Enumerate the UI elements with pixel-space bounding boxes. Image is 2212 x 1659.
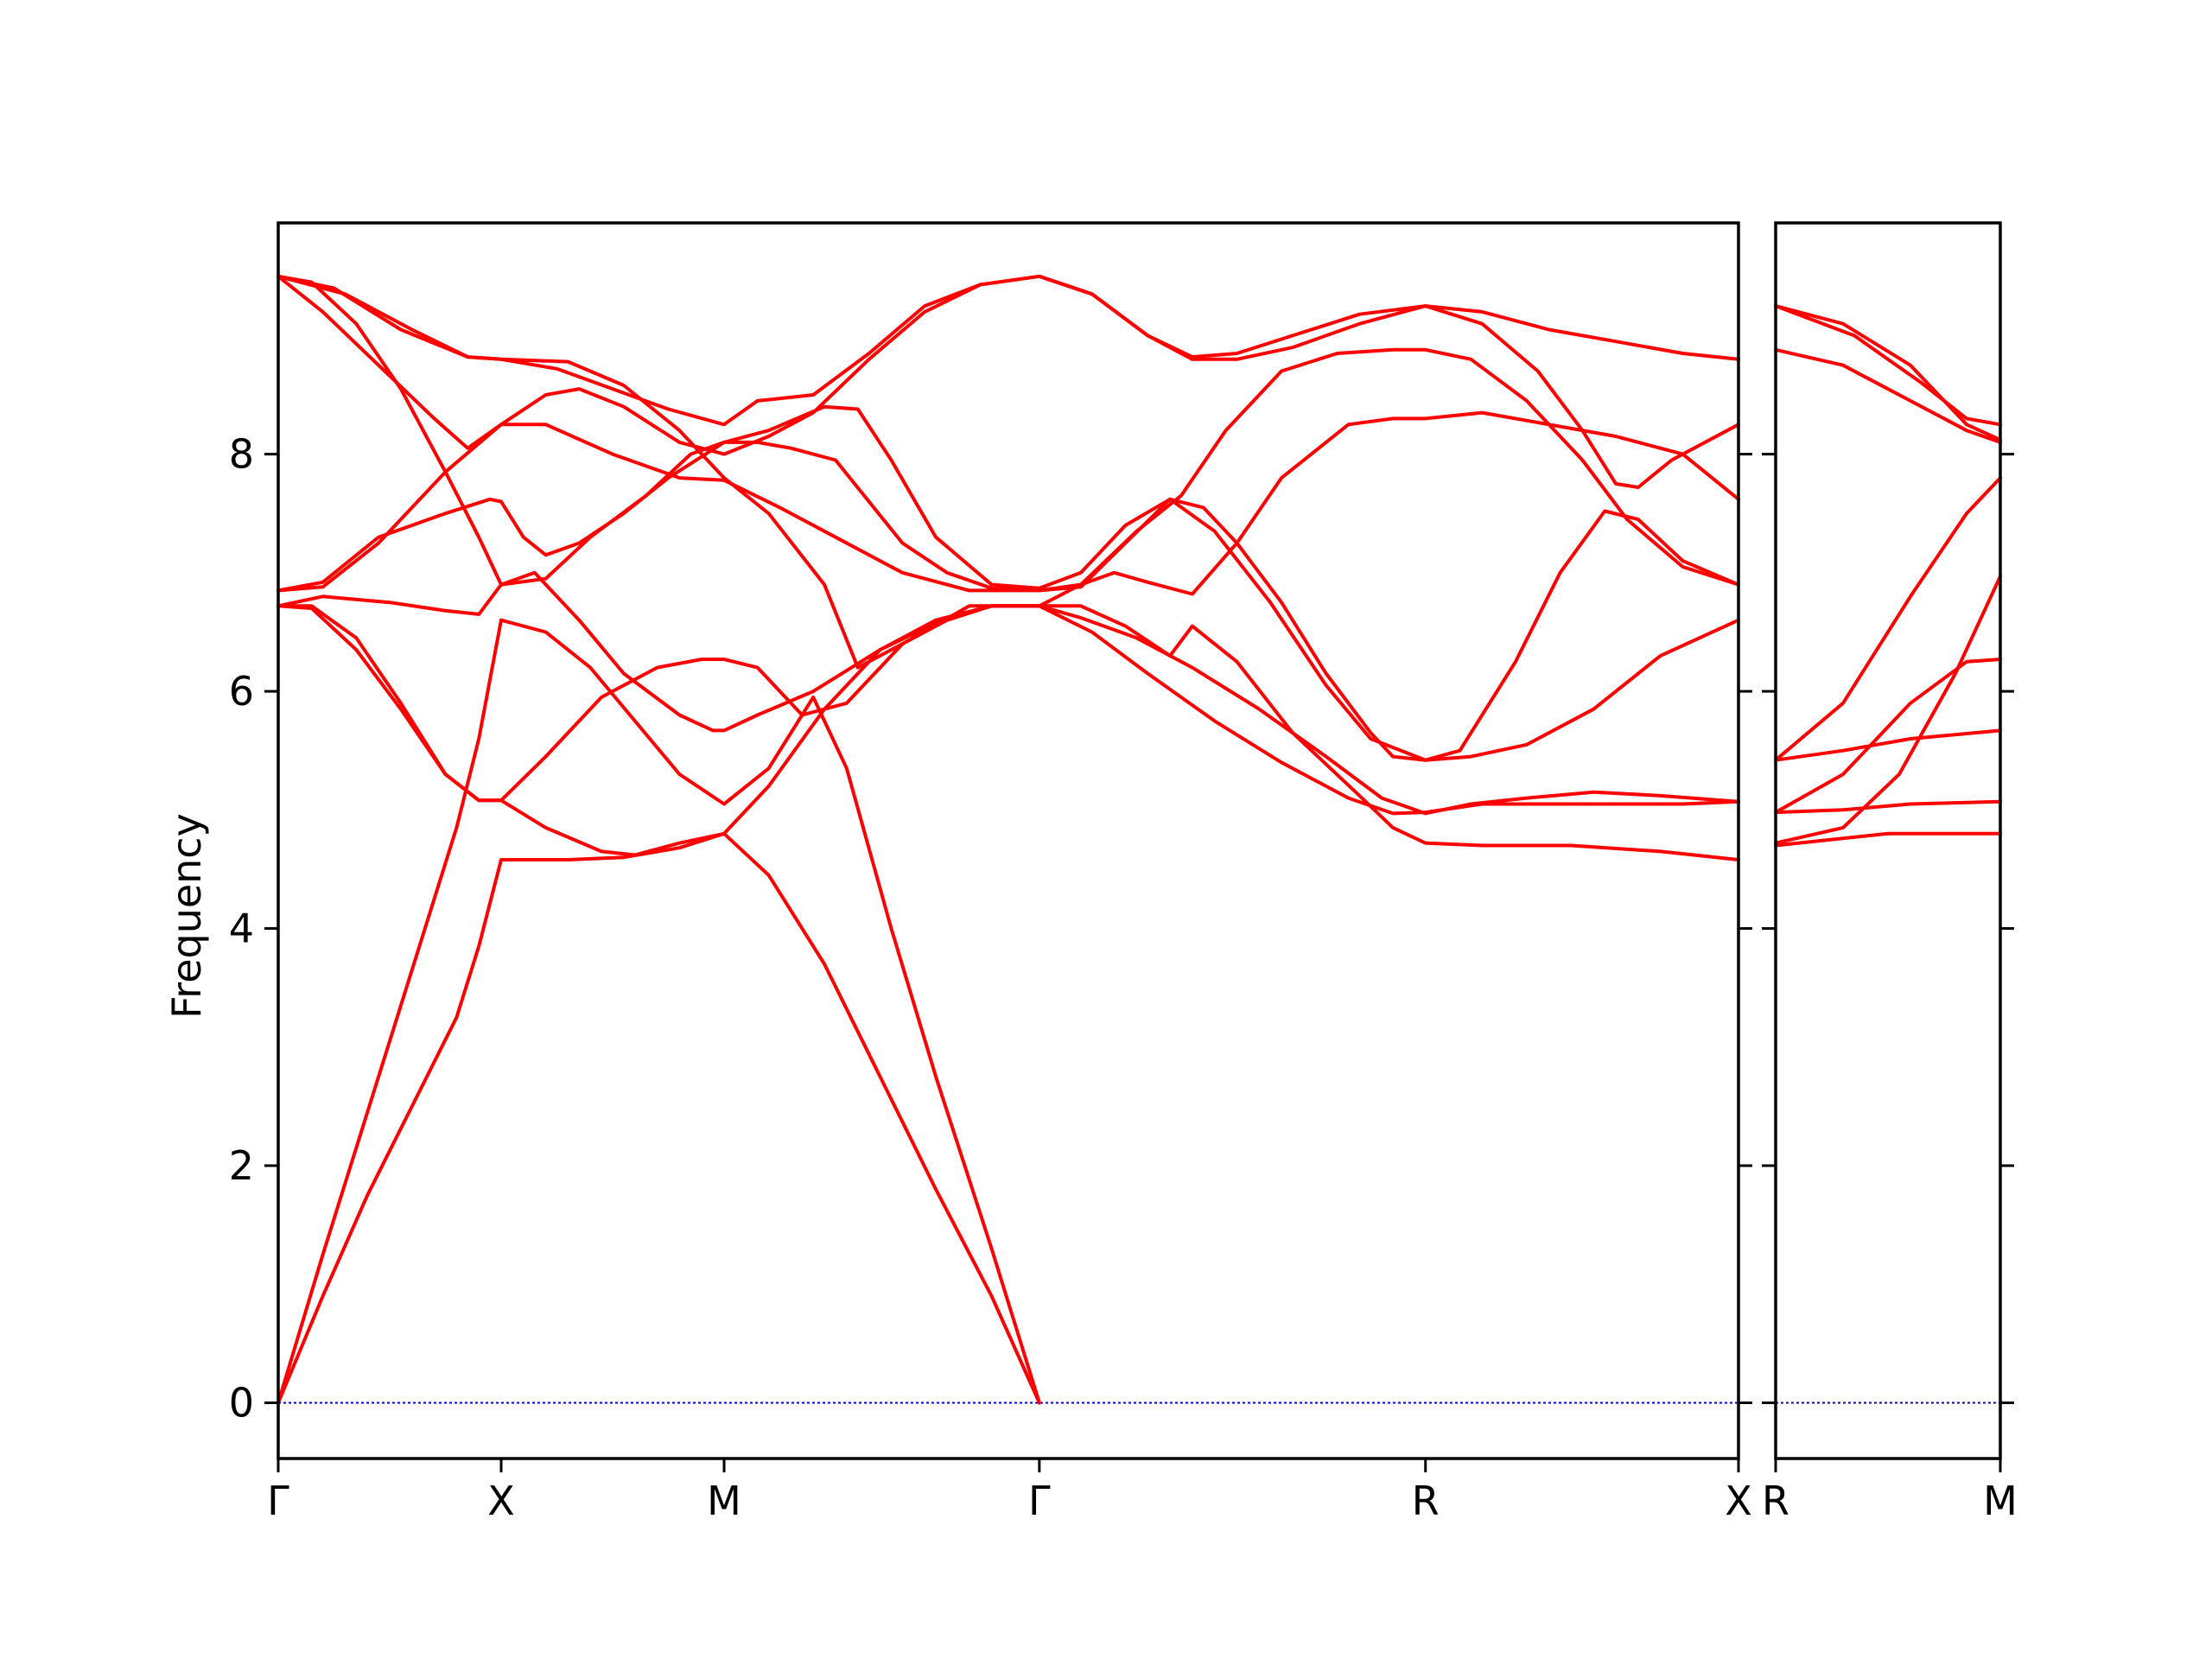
x-tick-label: Γ: [1028, 1478, 1051, 1524]
x-tick-label: X: [487, 1478, 515, 1524]
y-tick-label: 4: [229, 906, 254, 952]
x-tick-label: M: [707, 1478, 741, 1524]
x-tick-label: Γ: [267, 1478, 289, 1524]
x-tick-label: R: [1412, 1478, 1440, 1524]
x-tick-label: M: [1983, 1478, 2018, 1524]
y-tick-label: 8: [229, 431, 254, 478]
band-line-0-7: [276, 274, 1740, 762]
band-line-1-6: [1774, 347, 2002, 444]
y-tick-label: 6: [229, 668, 254, 715]
x-tick-label: R: [1762, 1478, 1789, 1524]
band-line-0-5: [276, 423, 1740, 762]
band-line-0-4: [276, 570, 1740, 861]
y-axis-label: Frequency: [163, 813, 210, 1019]
band-line-1-4: [1774, 658, 2002, 815]
axes-frame: [1774, 221, 2002, 1460]
band-line-0-9: [276, 274, 1740, 427]
x-tick-label: X: [1725, 1478, 1752, 1524]
band-line-1-1: [1774, 575, 2002, 845]
band-line-1-7: [1774, 304, 2002, 442]
band-line-0-8: [276, 274, 1740, 489]
band-line-1-0: [1774, 831, 2002, 848]
band-line-0-1: [276, 618, 1041, 1405]
band-line-0-0: [276, 831, 1041, 1405]
band-line-1-5: [1774, 476, 2002, 762]
panel-0: Γ X M Γ R X 0 2 4 6 8: [229, 221, 1752, 1524]
band-line-1-8: [1774, 304, 2002, 427]
y-tick-label: 0: [229, 1379, 254, 1426]
band-line-0-6: [276, 410, 1740, 596]
band-line-1-3: [1774, 728, 2002, 762]
y-tick-label: 2: [229, 1142, 254, 1189]
band-line-1-2: [1774, 799, 2002, 815]
band-line-0-3: [276, 604, 1740, 816]
band-line-0-10: [276, 274, 1740, 670]
axes-frame: [276, 221, 1740, 1460]
